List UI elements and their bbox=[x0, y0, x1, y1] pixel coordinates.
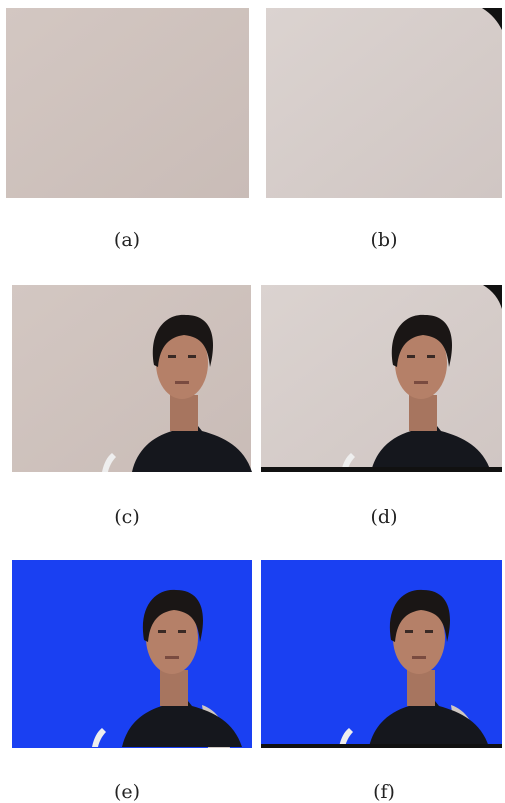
panel-label: (b) bbox=[371, 229, 398, 251]
panel-label: (e) bbox=[114, 781, 140, 803]
figure: (a) (b) (c) (d) (e) (f) bbox=[0, 0, 505, 803]
photo bbox=[6, 8, 249, 198]
panel-label: (f) bbox=[373, 781, 395, 803]
photo bbox=[261, 285, 502, 472]
panel-label: (c) bbox=[114, 506, 139, 528]
photo bbox=[12, 285, 252, 472]
photo bbox=[266, 8, 502, 198]
panel-label: (d) bbox=[371, 506, 398, 528]
panel-label: (a) bbox=[114, 229, 140, 251]
photo bbox=[12, 560, 252, 748]
photo bbox=[261, 560, 502, 748]
